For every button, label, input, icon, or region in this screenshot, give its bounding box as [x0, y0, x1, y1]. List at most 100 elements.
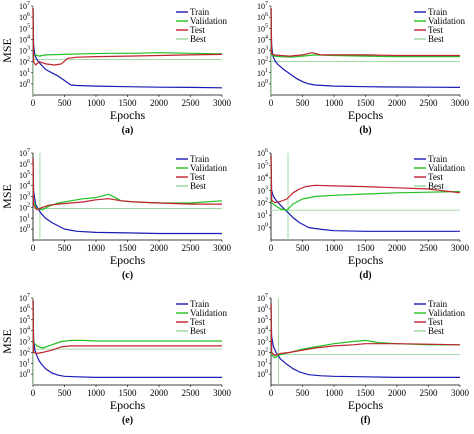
y-tick-label: 102: [257, 57, 268, 67]
x-tick-label: 2000: [150, 388, 169, 398]
x-tick-label: 3000: [213, 388, 232, 398]
x-tick-label: 2500: [420, 243, 439, 253]
y-tick-label: 103: [19, 46, 30, 56]
panel-label: (c): [122, 270, 133, 281]
y-tick-label: 103: [19, 192, 30, 202]
x-tick-label: 2000: [150, 98, 169, 108]
y-tick-label: 100: [257, 369, 268, 379]
x-tick-label: 3000: [213, 98, 232, 108]
x-tick-label: 2000: [150, 243, 169, 253]
x-tick-label: 1000: [325, 243, 344, 253]
legend-label: Train: [190, 299, 210, 309]
x-tick-label: 1500: [357, 98, 376, 108]
x-tick-label: 1000: [87, 388, 106, 398]
legend-label: Validation: [428, 16, 465, 26]
x-tick-label: 500: [296, 388, 310, 398]
x-tick-label: 500: [296, 243, 310, 253]
y-tick-label: 104: [257, 34, 268, 44]
y-tick-label: 107: [257, 293, 268, 303]
y-axis-label: MSE: [0, 329, 14, 354]
chart-panel: 0 500 1000 1500 2000 2500 30001001011021031041…: [0, 1, 232, 136]
x-tick-label: 500: [58, 243, 72, 253]
x-tick-label: 0: [269, 98, 274, 108]
series-line-test: [32, 300, 222, 355]
series-line-train: [32, 8, 223, 89]
legend-label: Validation: [428, 308, 465, 318]
x-axis-label: Epochs: [348, 253, 384, 267]
y-tick-label: 104: [257, 173, 268, 183]
legend-label: Best: [190, 34, 207, 44]
x-tick-label: 3000: [451, 388, 470, 398]
legend-label: Test: [428, 25, 443, 35]
chart-panel: 0 500 1000 1500 2000 2500 30001001011021031041…: [257, 1, 470, 136]
chart-panel: 0 500 1000 1500 2000 2500 30001001011021031041…: [0, 293, 232, 426]
series-line-test: [270, 303, 461, 357]
y-tick-label: 103: [19, 337, 30, 347]
legend-label: Best: [428, 326, 445, 336]
legend-label: Train: [190, 154, 210, 164]
x-tick-label: 2500: [420, 98, 439, 108]
series-line-test: [270, 8, 460, 57]
y-tick-label: 105: [257, 23, 268, 33]
x-axis-label: Epochs: [110, 108, 146, 122]
y-tick-label: 101: [19, 68, 30, 78]
series-line-train: [270, 303, 460, 378]
y-tick-label: 104: [19, 34, 30, 44]
series-line-test: [270, 155, 461, 204]
legend-label: Test: [190, 25, 205, 35]
x-tick-label: 1000: [325, 388, 344, 398]
x-tick-label: 0: [31, 243, 36, 253]
x-tick-label: 2000: [388, 388, 407, 398]
x-tick-label: 3000: [451, 243, 470, 253]
legend-label: Train: [428, 299, 448, 309]
y-tick-label: 100: [19, 369, 30, 379]
y-tick-label: 101: [257, 210, 268, 220]
series-line-test: [32, 158, 222, 211]
x-tick-label: 1500: [119, 388, 138, 398]
y-tick-label: 103: [257, 46, 268, 56]
chart-panel: 0 500 1000 1500 2000 2500 30001001011021031041…: [0, 148, 232, 281]
x-tick-label: 2500: [182, 388, 201, 398]
legend-label: Test: [190, 317, 205, 327]
y-tick-label: 100: [19, 224, 30, 234]
y-tick-label: 106: [19, 304, 30, 314]
x-tick-label: 2500: [182, 98, 201, 108]
y-tick-label: 107: [257, 1, 268, 11]
y-tick-label: 102: [19, 202, 30, 212]
y-tick-label: 105: [19, 315, 30, 325]
panel-label: (b): [359, 125, 371, 136]
y-tick-label: 102: [257, 347, 268, 357]
panel-label: (f): [361, 415, 371, 426]
x-axis-label: Epochs: [110, 253, 146, 267]
series-line-train: [270, 155, 460, 232]
x-tick-label: 2000: [388, 98, 407, 108]
y-tick-label: 103: [257, 337, 268, 347]
y-tick-label: 102: [19, 347, 30, 357]
y-tick-label: 104: [257, 326, 268, 336]
series-line-validation: [32, 8, 223, 57]
y-tick-label: 107: [19, 148, 30, 158]
x-axis-label: Epochs: [110, 398, 146, 412]
legend-label: Best: [190, 181, 207, 191]
panel-label: (e): [122, 415, 133, 426]
x-tick-label: 2500: [420, 388, 439, 398]
x-tick-label: 2500: [182, 243, 201, 253]
x-axis-label: Epochs: [348, 108, 384, 122]
y-tick-label: 100: [257, 223, 268, 233]
y-tick-label: 107: [19, 1, 30, 11]
y-tick-label: 107: [19, 293, 30, 303]
series-line-validation: [270, 155, 461, 211]
legend-label: Validation: [190, 16, 227, 26]
y-tick-label: 101: [257, 68, 268, 78]
x-axis-label: Epochs: [348, 398, 384, 412]
legend-label: Validation: [190, 308, 227, 318]
x-tick-label: 0: [31, 388, 36, 398]
series-line-test: [32, 8, 223, 66]
